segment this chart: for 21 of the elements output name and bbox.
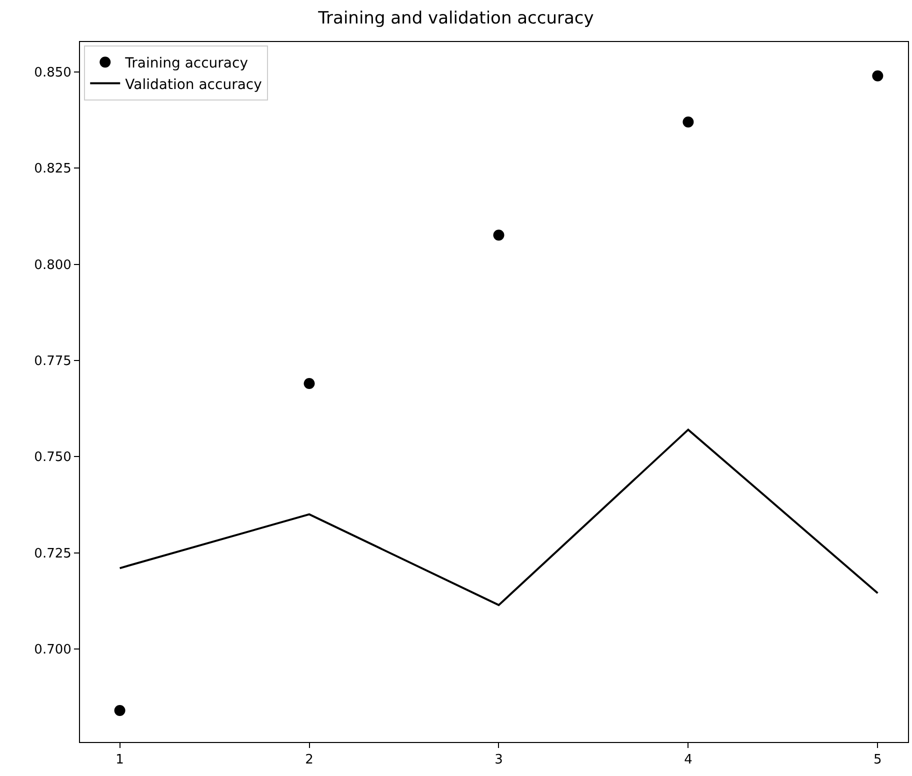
point (682, 116, 694, 128)
legend-label: Training accuracy (124, 56, 248, 72)
x-tick-label: 3 (494, 752, 503, 768)
y-tick-label: 0.750 (34, 450, 72, 466)
point (114, 704, 126, 716)
y-tick-label: 0.825 (34, 162, 72, 177)
point (304, 378, 315, 390)
x-tick-label: 2 (305, 752, 314, 768)
y-tick-label: 0.775 (34, 354, 72, 370)
point (872, 70, 884, 82)
y-tick-label: 0.700 (34, 642, 72, 658)
point (493, 230, 504, 241)
legend-label: Validation accuracy (125, 76, 262, 93)
x-tick-label: 1 (116, 752, 124, 768)
line-series (118, 428, 879, 606)
x-tick-label: 5 (874, 752, 882, 768)
y-tick-label: 0.850 (34, 66, 72, 81)
x-tick-label: 4 (684, 752, 692, 768)
y-tick-label: 0.800 (34, 258, 72, 273)
y-tick-label: 0.725 (34, 546, 72, 562)
chart-title: Training and validation accuracy (317, 8, 594, 29)
